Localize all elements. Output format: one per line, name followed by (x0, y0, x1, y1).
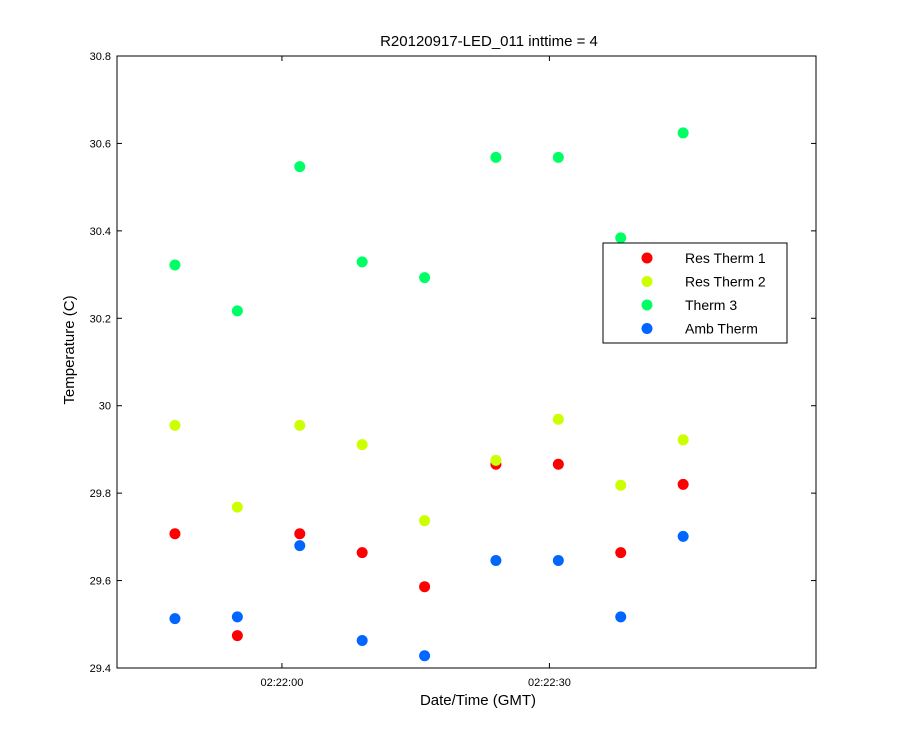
x-axis: 02:22:00 02:22:30 (261, 56, 571, 689)
legend: Res Therm 1 Res Therm 2 Therm 3 Amb Therm (602, 242, 788, 344)
point-amb-therm (677, 530, 689, 542)
point-amb-therm (294, 540, 306, 552)
point-therm-3 (677, 127, 689, 139)
legend-label: Res Therm 2 (685, 274, 766, 290)
point-res-therm-2 (490, 454, 502, 466)
legend-label: Amb Therm (685, 321, 758, 337)
point-amb-therm (231, 611, 243, 623)
point-therm-3 (490, 151, 502, 163)
legend-label: Res Therm 1 (685, 250, 766, 266)
y-tick-label: 30 (99, 401, 111, 413)
point-res-therm-1 (356, 547, 368, 559)
y-tick-label: 30.4 (90, 226, 111, 238)
legend-marker (641, 276, 653, 287)
chart-title: R20120917-LED_011 inttime = 4 (380, 33, 598, 50)
point-res-therm-2 (169, 419, 181, 431)
point-amb-therm (490, 554, 502, 566)
legend-marker (641, 299, 653, 311)
point-therm-3 (552, 151, 564, 163)
point-amb-therm (169, 613, 181, 625)
y-axis-label: Temperature (C) (61, 295, 78, 404)
point-amb-therm (419, 650, 431, 662)
point-amb-therm (356, 634, 368, 646)
point-res-therm-1 (419, 581, 431, 593)
legend-label: Therm 3 (685, 297, 737, 313)
point-res-therm-1 (552, 458, 564, 470)
point-therm-3 (615, 232, 627, 244)
point-amb-therm (552, 554, 564, 566)
point-res-therm-2 (677, 434, 689, 446)
point-res-therm-2 (419, 515, 431, 527)
plot-area (116, 55, 817, 669)
point-res-therm-1 (615, 547, 627, 559)
point-res-therm-1 (294, 528, 306, 540)
legend-marker (641, 323, 653, 334)
y-axis: 29.4 29.6 29.8 30 30.2 30.4 30.6 30.8 (90, 51, 816, 675)
legend-box (602, 242, 788, 344)
point-therm-3 (294, 161, 306, 173)
point-res-therm-1 (677, 478, 689, 490)
point-res-therm-2 (356, 439, 368, 451)
x-tick-label: 02:22:30 (528, 677, 571, 689)
point-res-therm-1 (169, 528, 181, 540)
y-tick-label: 30.2 (90, 313, 111, 325)
point-therm-3 (231, 305, 243, 317)
point-res-therm-2 (294, 419, 306, 431)
point-res-therm-2 (231, 501, 243, 513)
point-res-therm-1 (231, 630, 243, 642)
point-amb-therm (615, 611, 627, 623)
y-tick-label: 29.8 (90, 488, 111, 500)
data-points (169, 127, 689, 662)
point-res-therm-2 (552, 413, 564, 425)
point-res-therm-2 (615, 479, 627, 491)
y-tick-label: 29.4 (90, 663, 111, 675)
point-therm-3 (356, 256, 368, 268)
point-therm-3 (169, 259, 181, 271)
point-therm-3 (419, 272, 431, 284)
y-tick-label: 30.6 (90, 138, 111, 150)
y-tick-label: 30.8 (90, 51, 111, 63)
legend-marker (641, 252, 653, 264)
x-tick-label: 02:22:00 (261, 677, 304, 689)
y-tick-label: 29.6 (90, 576, 111, 588)
x-axis-label: Date/Time (GMT) (420, 692, 536, 709)
